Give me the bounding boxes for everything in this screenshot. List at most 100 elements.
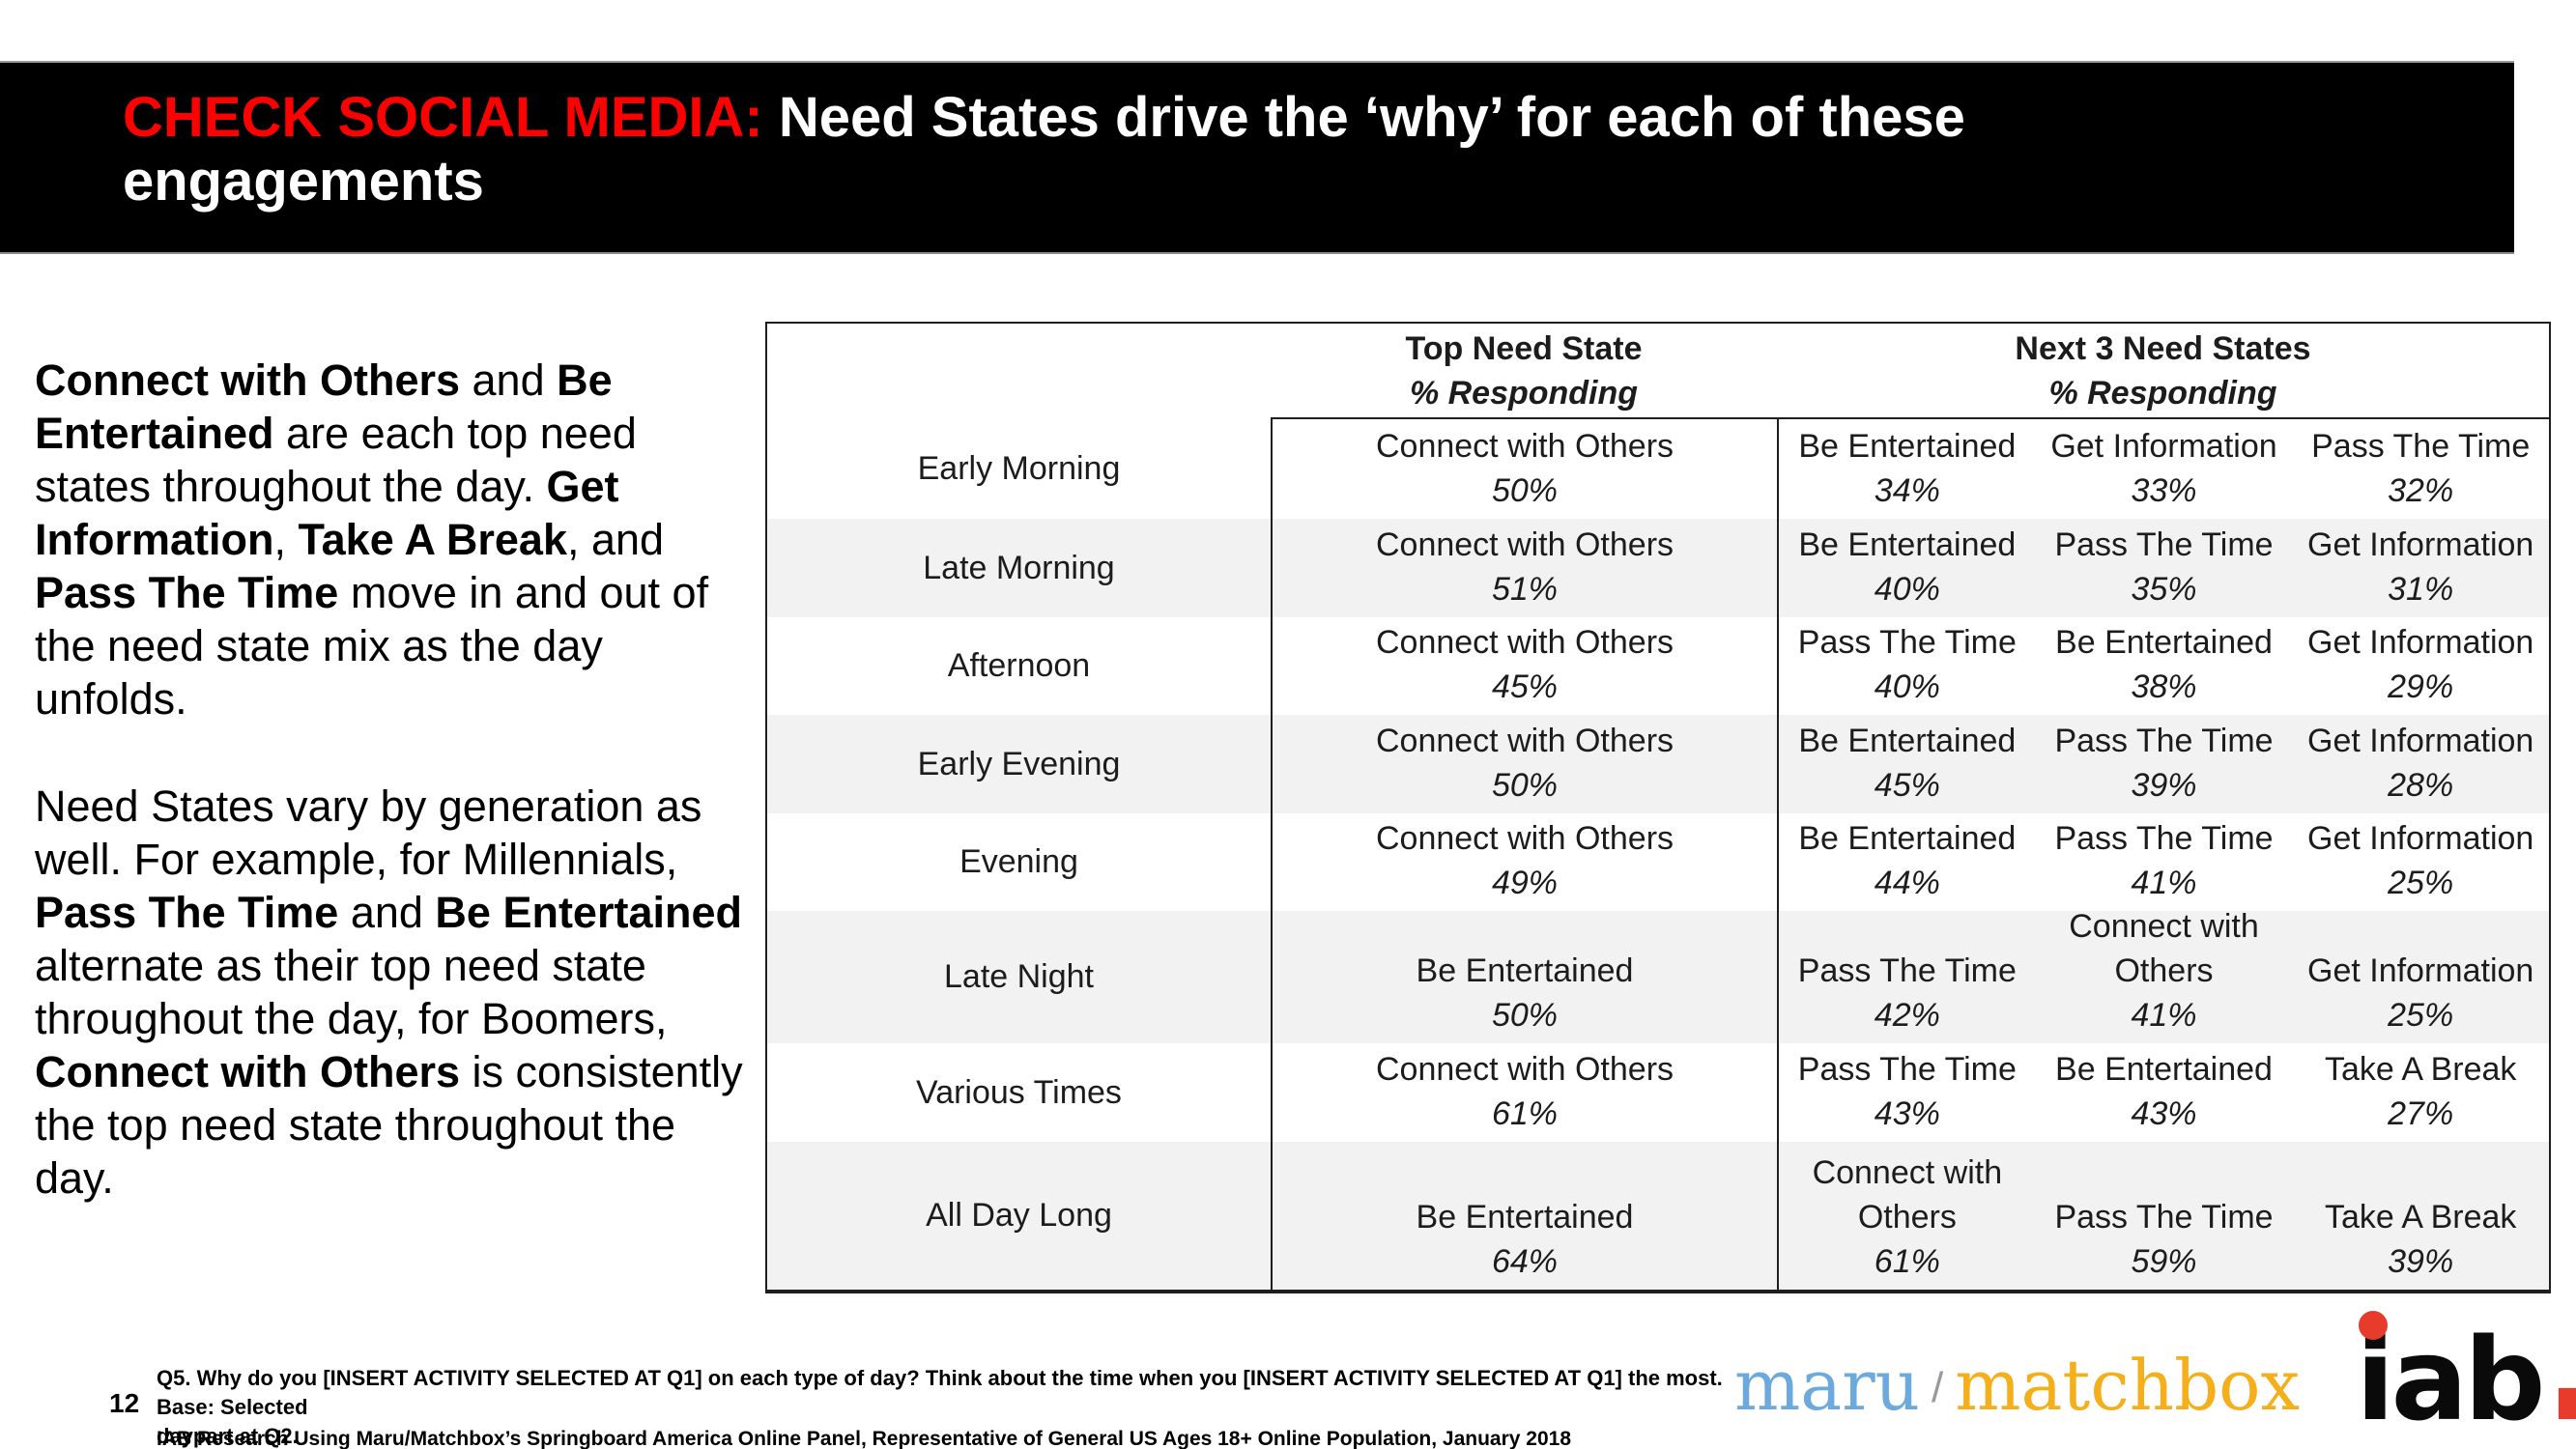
need-state-percent: 28%: [2388, 767, 2454, 804]
need-state-label: Connect with Others: [1375, 820, 1674, 857]
need-state-label: Pass The Time: [2054, 1199, 2274, 1236]
footnote: Q5. Why do you [INSERT ACTIVITY SELECTED…: [157, 1364, 1780, 1449]
next-need-states-cell: Be Entertained 44% Pass The Time 41% Get Inf…: [1777, 813, 2549, 911]
emphasized-text: Be Entertained: [35, 355, 613, 458]
need-state-percent: 43%: [1874, 1095, 1940, 1132]
body-text: move in and out of the need state mix as…: [35, 568, 709, 724]
need-state-label: Connect with Others: [1375, 428, 1674, 465]
emphasized-text: Pass The Time: [35, 888, 339, 937]
next-need-states-cell: Pass The Time 43% Be Entertained 43% Take A …: [1777, 1043, 2549, 1142]
daypart-cell: Various Times: [916, 1073, 1122, 1111]
header-cell-top-need-state: Top Need State % Responding: [1271, 324, 1777, 419]
need-state-percent: 50%: [1491, 997, 1559, 1034]
need-state-percent: 43%: [2131, 1095, 2197, 1132]
next-need-states-cell: Pass The Time 40% Be Entertained 38% Get Inf…: [1777, 617, 2549, 715]
need-state-label: Take A Break: [2324, 1199, 2517, 1236]
commentary-paragraph-2: Need States vary by generation as well. …: [35, 780, 761, 1205]
next-need-state-subcell: Be Entertained 40%: [1779, 519, 2036, 617]
title-line-2: engagements: [123, 150, 484, 213]
daypart-cell: Early Evening: [917, 745, 1121, 782]
next-need-state-subcell: Be Entertained 45%: [1779, 715, 2036, 813]
need-state-percent: 39%: [2131, 767, 2197, 804]
need-state-label: Pass The Time: [1797, 952, 2017, 989]
next-need-states-cell: Be Entertained 34% Get Information 33% Pass …: [1777, 419, 2549, 519]
next-need-states-cell: Connect with Others 61% Pass The Time 59% Ta…: [1777, 1142, 2549, 1290]
need-state-percent: 41%: [2131, 997, 2197, 1034]
title-bar: CHECK SOCIAL MEDIA: Need States drive th…: [0, 61, 2514, 254]
need-state-label: Connect with Others: [1375, 526, 1674, 563]
table-row: Afternoon Connect with Others 45% Pass The …: [767, 617, 2549, 715]
need-state-label: Pass The Time: [2054, 723, 2274, 759]
next-need-state-subcell: Take A Break 39%: [2292, 1142, 2549, 1290]
need-state-percent: 45%: [1491, 668, 1559, 705]
next-need-state-subcell: Be Entertained 43%: [2036, 1043, 2293, 1142]
daypart-cell: Late Morning: [923, 549, 1115, 586]
table-row: Early Evening Connect with Others 50% Be En…: [767, 715, 2549, 813]
need-state-percent: 40%: [1874, 571, 1940, 608]
body-text: are each top need states throughout the …: [35, 409, 637, 511]
need-state-percent: 29%: [2388, 668, 2454, 705]
need-state-label: Connect with Others: [1375, 1051, 1674, 1088]
table-header-row: Top Need State % Responding Next 3 Need …: [767, 324, 2549, 419]
next-need-states-cell: Be Entertained 40% Pass The Time 35% Get Inf…: [1777, 519, 2549, 617]
need-state-label: Pass The Time: [2054, 526, 2274, 563]
body-text: and: [460, 355, 558, 405]
next-need-state-subcell: Be Entertained 38%: [2036, 617, 2293, 715]
header-cell-next-3-need-states: Next 3 Need States % Responding: [1777, 324, 2549, 419]
table-row: Evening Connect with Others 49% Be Entertai…: [767, 813, 2549, 911]
need-state-label: Be Entertained: [1798, 820, 2017, 857]
title-rest: Need States drive the ‘why’ for each of …: [762, 86, 1965, 149]
header-top-title: Top Need State: [1405, 329, 1643, 367]
title-activity: CHECK SOCIAL MEDIA:: [123, 86, 763, 149]
next-need-state-subcell: Get Information 29%: [2292, 617, 2549, 715]
need-state-label: Get Information: [2307, 624, 2534, 661]
footnote-line-1: Q5. Why do you [INSERT ACTIVITY SELECTED…: [157, 1366, 1723, 1419]
next-need-state-subcell: Pass The Time 39%: [2036, 715, 2293, 813]
need-state-label: Connect with Others: [2069, 908, 2259, 989]
emphasized-text: Take A Break: [298, 515, 567, 564]
daypart-cell: Evening: [959, 843, 1078, 880]
top-need-state-cell: Connect with Others 45%: [1271, 617, 1777, 715]
body-text: alternate as their top need state throug…: [35, 941, 668, 1043]
next-need-state-subcell: Get Information 31%: [2292, 519, 2549, 617]
need-state-label: Be Entertained: [1798, 526, 2017, 563]
need-state-percent: 33%: [2131, 472, 2197, 509]
next-need-state-subcell: Pass The Time 43%: [1779, 1043, 2036, 1142]
need-state-percent: 64%: [1491, 1243, 1559, 1280]
need-state-label: Take A Break: [2324, 1051, 2517, 1088]
top-need-state-cell: Be Entertained 50%: [1271, 911, 1777, 1043]
commentary-paragraph-1: Connect with Others and Be Entertained a…: [35, 354, 761, 725]
need-state-label: Pass The Time: [2054, 820, 2274, 857]
need-state-label: Get Information: [2307, 723, 2534, 759]
body-text: ,: [273, 515, 299, 564]
next-need-state-subcell: Pass The Time 35%: [2036, 519, 2293, 617]
need-state-label: Connect with Others: [1375, 624, 1674, 661]
next-need-state-subcell: Connect with Others 61%: [1779, 1142, 2036, 1290]
page-number: 12: [109, 1388, 140, 1418]
next-need-state-subcell: Pass The Time 41%: [2036, 813, 2293, 911]
need-state-percent: 61%: [1874, 1243, 1940, 1280]
need-state-percent: 35%: [2131, 571, 2197, 608]
need-state-percent: 59%: [2131, 1243, 2197, 1280]
header-cell-daypart: [767, 324, 1271, 419]
table-row: Early Morning Connect with Others 50% Be En…: [767, 419, 2549, 519]
need-state-label: Be Entertained: [1798, 723, 2017, 759]
maru-wordmark: maru: [1734, 1345, 1920, 1426]
logo-slash: /: [1932, 1364, 1944, 1411]
table-row: Various Times Connect with Others 61% Pass …: [767, 1043, 2549, 1142]
need-state-label: Get Information: [2050, 428, 2277, 465]
next-need-state-subcell: Get Information 25%: [2292, 813, 2549, 911]
body-text: , and: [566, 515, 665, 564]
need-state-percent: 45%: [1874, 767, 1940, 804]
need-state-percent: 49%: [1491, 865, 1559, 901]
next-need-state-subcell: Be Entertained 34%: [1779, 419, 2036, 519]
need-state-percent: 32%: [2388, 472, 2454, 509]
need-state-percent: 42%: [1874, 997, 1940, 1034]
need-state-percent: 25%: [2388, 997, 2454, 1034]
top-need-state-cell: Connect with Others 61%: [1271, 1043, 1777, 1142]
daypart-cell: All Day Long: [926, 1197, 1112, 1234]
next-need-state-subcell: Pass The Time 40%: [1779, 617, 2036, 715]
need-state-label: Connect with Others: [1375, 723, 1674, 759]
iab-red-dot-icon: [2359, 1311, 2388, 1340]
